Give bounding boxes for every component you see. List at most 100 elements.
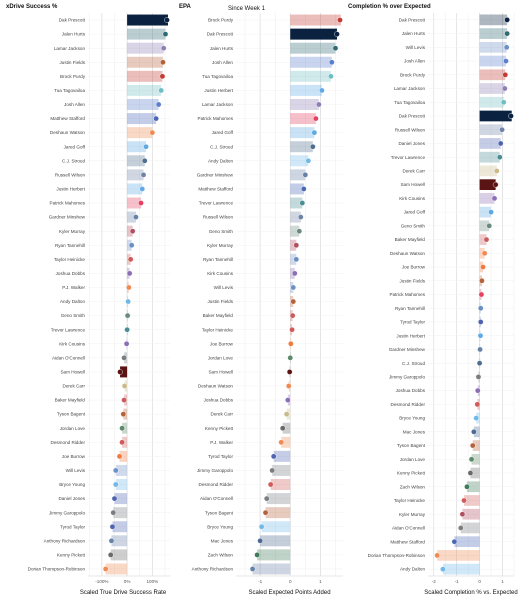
team-logo-icon [337,17,343,23]
bar-label-russell-wilson: Russell Wilson [55,172,86,177]
bar-label-baker-mayfield: Baker Mayfield [55,398,86,403]
bar-label-jordan-love: Jordan Love [400,457,426,462]
chart-title: Completion % over Expected [348,4,431,10]
bar-label-joshua-dobbs: Joshua Dobbs [56,271,86,276]
bar-label-baker-mayfield: Baker Mayfield [395,237,426,242]
bar-label-will-levis: Will Levis [66,468,86,473]
team-logo-icon [269,467,275,474]
bar-jalen-hurts [127,28,166,40]
team-logo-icon [328,73,334,80]
x-tick-label: 0% [124,579,131,584]
bar-jared-goff [290,127,315,139]
bar-deshaun-watson [127,127,153,139]
bar-label-jared-goff: Jared Goff [64,144,86,149]
bar-josh-allen [290,56,332,68]
bar-label-jimmy-garoppolo: Jimmy Garoppolo [389,374,425,379]
team-logo-icon [316,101,322,108]
bar-label-tyson-bagent: Tyson Bagent [205,510,234,515]
bar-label-deshaun-watson: Deshaun Watson [50,130,86,135]
bar-label-andy-dalton: Andy Dalton [208,158,233,163]
bar-label-sam-howell: Sam Howell [60,370,85,375]
team-logo-icon [461,497,467,504]
bar-label-joe-burrow: Joe Burrow [210,341,234,346]
team-logo-icon [477,346,483,353]
team-logo-icon [287,355,294,361]
bar-label-deshaun-watson: Deshaun Watson [390,251,426,256]
team-logo-icon [289,326,295,333]
bar-jalen-hurts [290,42,336,54]
team-logo-icon [332,45,339,51]
team-logo-icon [254,552,260,558]
bar-kenny-pickett [282,422,291,434]
x-tick-label: 100% [146,579,158,584]
team-logo-icon [143,143,149,150]
bar-josh-allen [479,55,506,67]
team-logo-icon [290,284,297,291]
bar-label-jalen-hurts: Jalen Hurts [210,46,234,51]
bar-jared-goff [127,141,147,153]
team-logo-icon [125,298,131,305]
bar-andy-dalton [442,563,480,575]
bar-label-kyler-murray: Kyler Murray [59,229,86,234]
bar-zach-wilson [257,549,291,561]
x-tick-label: 0 [478,579,481,584]
bar-lamar-jackson [127,42,164,54]
bar-label-tua-tagovailoa: Tua Tagovailoa [394,100,425,105]
team-logo-icon [477,332,484,339]
bar-label-brock-purdy: Brock Purdy [208,18,234,23]
bar-kyler-murray [462,508,480,520]
bar-bryce-young [261,521,291,533]
x-tick-label: -100% [95,579,108,584]
team-logo-icon [477,319,484,325]
bar-label-c-j-stroud: C.J. Stroud [62,158,85,163]
bar-label-bryce-young: Bryce Young [207,524,233,529]
bar-label-brock-purdy: Brock Purdy [400,72,426,77]
bar-kenny-pickett [470,467,480,479]
bar-jordan-love [471,453,480,465]
bar-brock-purdy [290,14,341,26]
bar-tyson-bagent [472,440,480,451]
bar-justin-fields [127,56,163,68]
bar-trevor-lawrence [479,151,500,163]
bar-zach-wilson [466,481,480,493]
bar-label-taylor-heinicke: Taylor Heinicke [202,327,234,332]
bar-tyrod-taylor [273,450,291,462]
bar-sam-howell [120,366,128,378]
team-logo-icon [121,355,127,361]
team-logo-icon [286,369,293,375]
team-logo-icon [508,113,514,119]
bar-label-sam-howell: Sam Howell [208,370,233,375]
bar-geno-smith [290,225,300,237]
team-logo-icon [476,360,483,366]
bar-label-ryan-tannehill: Ryan Tannehill [203,257,233,262]
bar-label-geno-smith: Geno Smith [401,223,426,228]
team-logo-icon [471,429,477,435]
team-logo-icon [293,256,300,263]
bar-label-anthony-richardson: Anthony Richardson [192,567,234,572]
bar-josh-allen [127,98,159,110]
bar-label-deshaun-watson: Deshaun Watson [198,384,234,389]
bar-label-josh-allen: Josh Allen [64,102,85,107]
team-logo-icon [127,256,134,263]
bar-label-justin-herbert: Justin Herbert [56,187,85,192]
team-logo-icon [278,439,285,446]
bar-label-aidan-o-connell: Aidan O'Connell [52,355,85,360]
bar-aidan-o-connell [266,493,291,505]
bar-label-kenny-pickett: Kenny Pickett [205,426,234,431]
bar-mac-jones [473,426,480,438]
team-logo-icon [468,456,475,463]
bar-patrick-mahomes [290,113,316,125]
bar-aidan-o-connell [460,522,480,534]
team-logo-icon [140,172,147,178]
team-logo-icon [319,87,325,94]
bar-label-ryan-tannehill: Ryan Tannehill [55,243,85,248]
bar-label-patrick-mahomes: Patrick Mahomes [50,201,86,206]
bar-p-j-walker [281,436,291,448]
bar-label-dorian-thompson-robinson: Dorian Thompson-Robinson [368,553,426,558]
team-logo-icon [310,143,316,150]
bar-label-matthew-stafford: Matthew Stafford [390,539,425,544]
team-logo-icon [503,44,510,51]
bar-sam-howell [479,179,496,191]
bar-label-zach-wilson: Zach Wilson [208,552,234,557]
team-logo-icon [128,242,135,249]
